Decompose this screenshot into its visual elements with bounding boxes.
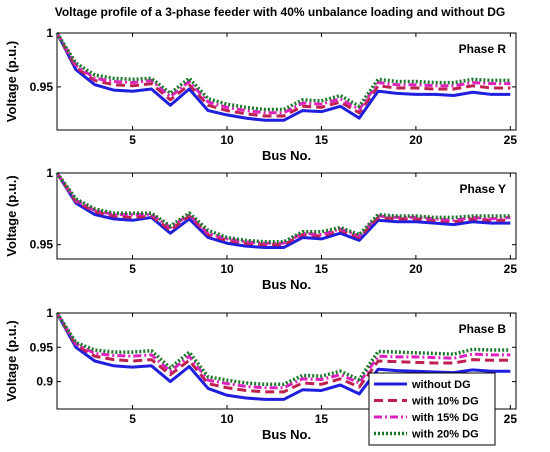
x-tick-label: 20: [409, 262, 423, 276]
legend: without DG with 10% DG with 15% DG with 20%…: [368, 372, 496, 446]
chart-panel-1: 5 10 15 20 25 0.95 1 Bus No. Voltage (p.u.) Phase…: [4, 26, 517, 163]
x-tick-label: 10: [220, 262, 234, 276]
y-tick-label: 0.95: [30, 238, 54, 252]
series-line: [55, 172, 511, 245]
y-axis-label: Voltage (p.u.): [4, 175, 19, 256]
legend-entry: with 10% DG: [411, 396, 479, 408]
x-tick-label: 25: [504, 412, 518, 426]
series-line: [55, 32, 511, 115]
x-tick-label: 25: [504, 133, 518, 147]
x-axis-label: Bus No.: [262, 427, 311, 442]
y-tick-label: 1: [46, 26, 53, 40]
series-line: [55, 32, 511, 118]
x-axis-label: Bus No.: [262, 148, 311, 163]
chart-panel-2: 5 10 15 20 25 0.95 1 Bus No. Voltage (p.u.) Phase…: [4, 166, 517, 292]
x-tick-label: 20: [409, 133, 423, 147]
y-axis-label: Voltage (p.u.): [4, 41, 19, 122]
series-line: [55, 312, 511, 401]
x-tick-label: 15: [315, 412, 329, 426]
series-line: [55, 172, 511, 247]
x-tick-label: 10: [220, 133, 234, 147]
phase-label: Phase R: [459, 42, 507, 56]
legend-entry: with 15% DG: [411, 412, 479, 424]
plot-frame: [56, 172, 517, 260]
x-axis-label: Bus No.: [262, 277, 311, 292]
x-tick-label: 5: [129, 412, 136, 426]
series-line: [55, 312, 511, 387]
x-tick-label: 15: [315, 262, 329, 276]
x-tick-label: 10: [220, 412, 234, 426]
series-line: [55, 32, 511, 122]
legend-entry: without DG: [411, 379, 471, 391]
figure-title: Voltage profile of a 3-phase feeder with…: [55, 5, 506, 19]
series-line: [55, 312, 511, 394]
series-line: [55, 172, 511, 250]
phase-label: Phase Y: [460, 182, 506, 196]
x-tick-label: 5: [129, 262, 136, 276]
y-tick-label: 0.9: [36, 375, 53, 389]
phase-label: Phase B: [459, 322, 507, 336]
y-tick-label: 0.95: [30, 80, 54, 94]
y-tick-label: 1: [46, 306, 53, 320]
series-line: [55, 312, 511, 390]
y-tick-label: 1: [46, 166, 53, 180]
y-axis-label: Voltage (p.u.): [4, 320, 19, 401]
x-tick-label: 15: [315, 133, 329, 147]
x-tick-label: 25: [504, 262, 518, 276]
legend-entry: with 20% DG: [411, 429, 479, 441]
y-tick-label: 0.95: [30, 340, 54, 354]
x-tick-label: 5: [129, 133, 136, 147]
